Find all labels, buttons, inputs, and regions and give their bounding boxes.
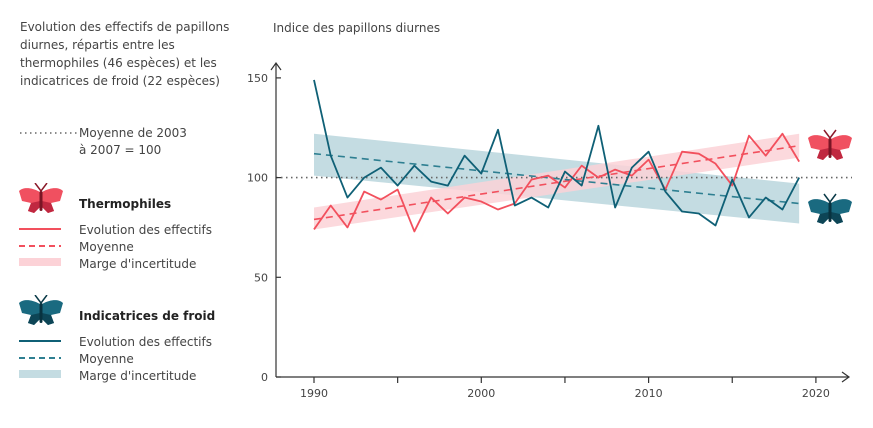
legend-cold-margin: Marge d'incertitude bbox=[79, 369, 197, 383]
cold-trend-line bbox=[313, 152, 800, 205]
butterfly-red-icon bbox=[19, 183, 63, 213]
legend-baseline-line1: Moyenne de 2003 bbox=[79, 126, 187, 140]
legend-cold-mean: Moyenne bbox=[79, 352, 134, 366]
legend-cold-band-swatch bbox=[19, 370, 61, 378]
y-tick-label-100: 100 bbox=[247, 172, 268, 185]
cold-series-line bbox=[313, 79, 800, 227]
legend-thermo-band-swatch bbox=[19, 258, 61, 266]
chart-title: Indice des papillons diurnes bbox=[273, 21, 440, 35]
legend-cold-swatches bbox=[19, 340, 61, 378]
legend-thermo-margin: Marge d'incertitude bbox=[79, 257, 197, 271]
butterfly-thermo-marker-icon bbox=[808, 129, 852, 160]
legend-cold-title: Indicatrices de froid bbox=[79, 309, 216, 323]
legend-thermo-items: Evolution des effectifs Moyenne Marge d'… bbox=[79, 222, 212, 273]
y-tick-label-0: 0 bbox=[261, 371, 268, 384]
legend-thermo-mean: Moyenne bbox=[79, 240, 134, 254]
legend-thermo-title: Thermophiles bbox=[79, 197, 172, 211]
legend-cold-items: Evolution des effectifs Moyenne Marge d'… bbox=[79, 334, 212, 385]
x-tick-label-2010: 2010 bbox=[635, 387, 663, 400]
y-tick-label-50: 50 bbox=[254, 271, 268, 284]
chart-description: Evolution des effectifs de papillons diu… bbox=[20, 20, 230, 88]
legend-cold-evolution: Evolution des effectifs bbox=[79, 335, 212, 349]
legend-thermo-swatches bbox=[19, 228, 61, 266]
y-tick-label-150: 150 bbox=[247, 72, 268, 85]
x-axis-arrow bbox=[841, 371, 851, 383]
legend-baseline-line2: à 2007 = 100 bbox=[79, 143, 162, 157]
x-tick-label-2000: 2000 bbox=[467, 387, 495, 400]
x-tick-label-2020: 2020 bbox=[802, 387, 830, 400]
legend-thermo-evolution: Evolution des effectifs bbox=[79, 223, 212, 237]
butterfly-cold-marker-icon bbox=[808, 193, 852, 224]
butterfly-teal-icon bbox=[19, 295, 63, 325]
legend-baseline: Moyenne de 2003 à 2007 = 100 bbox=[79, 125, 187, 159]
thermo-series-line bbox=[313, 132, 800, 233]
x-tick-label-1990: 1990 bbox=[300, 387, 328, 400]
legend-baseline-swatch bbox=[20, 132, 80, 134]
y-axis-arrow bbox=[270, 61, 282, 71]
